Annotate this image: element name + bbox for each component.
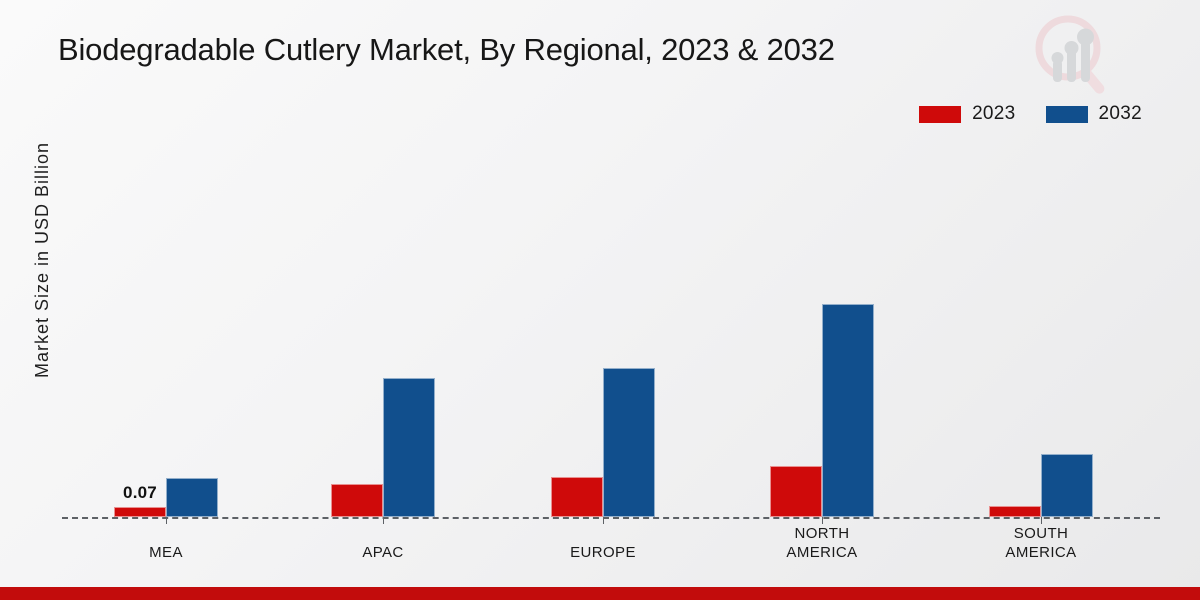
chart-title: Biodegradable Cutlery Market, By Regiona… — [58, 32, 835, 67]
x-axis-category-label: SOUTH AMERICA — [931, 524, 1151, 562]
bar-2032-mea[interactable] — [166, 478, 218, 517]
category-label-line: AMERICA — [786, 544, 858, 561]
bar-2032-apac[interactable] — [383, 378, 435, 517]
bar-2023-europe[interactable] — [551, 477, 603, 517]
bar-2023-apac[interactable] — [331, 484, 383, 517]
x-axis-tick — [166, 517, 167, 524]
watermark-logo — [1026, 8, 1122, 104]
category-label-line: AMERICA — [1005, 544, 1077, 561]
footer-band — [0, 587, 1200, 600]
x-axis-tick — [603, 517, 604, 524]
x-axis-category-label: NORTH AMERICA — [712, 524, 932, 562]
legend-swatch-2032 — [1045, 105, 1088, 123]
category-label-line: MEA — [149, 544, 183, 561]
x-axis-baseline — [62, 517, 1160, 519]
chart-legend: 2023 2032 — [919, 103, 1142, 125]
bar-chart-icon — [1053, 41, 1090, 82]
bar-2032-north-america[interactable] — [822, 304, 874, 517]
bar-2023-mea[interactable] — [114, 507, 166, 517]
category-label-line: EUROPE — [570, 544, 636, 561]
x-axis-tick — [822, 517, 823, 524]
x-axis-category-label: MEA — [56, 543, 276, 562]
legend-item-2023[interactable]: 2023 — [919, 103, 1015, 125]
bar-2032-south-america[interactable] — [1041, 454, 1093, 517]
data-label-2023-mea: 0.07 — [123, 483, 157, 502]
legend-swatch-2023 — [919, 105, 962, 123]
x-axis-category-label: APAC — [273, 543, 493, 562]
legend-label-2032: 2032 — [1098, 103, 1142, 124]
category-label-line: NORTH — [794, 525, 850, 542]
x-axis-category-label: EUROPE — [493, 543, 713, 562]
x-axis-tick — [383, 517, 384, 524]
legend-label-2023: 2023 — [972, 103, 1016, 124]
bar-2023-north-america[interactable] — [770, 466, 822, 517]
bar-2023-south-america[interactable] — [989, 506, 1041, 517]
x-axis-tick — [1041, 517, 1042, 524]
legend-item-2032[interactable]: 2032 — [1045, 103, 1142, 125]
bar-2032-europe[interactable] — [603, 368, 655, 517]
trend-dots-icon — [1051, 28, 1094, 64]
category-label-line: SOUTH — [1013, 525, 1069, 542]
category-label-line: APAC — [362, 544, 404, 561]
